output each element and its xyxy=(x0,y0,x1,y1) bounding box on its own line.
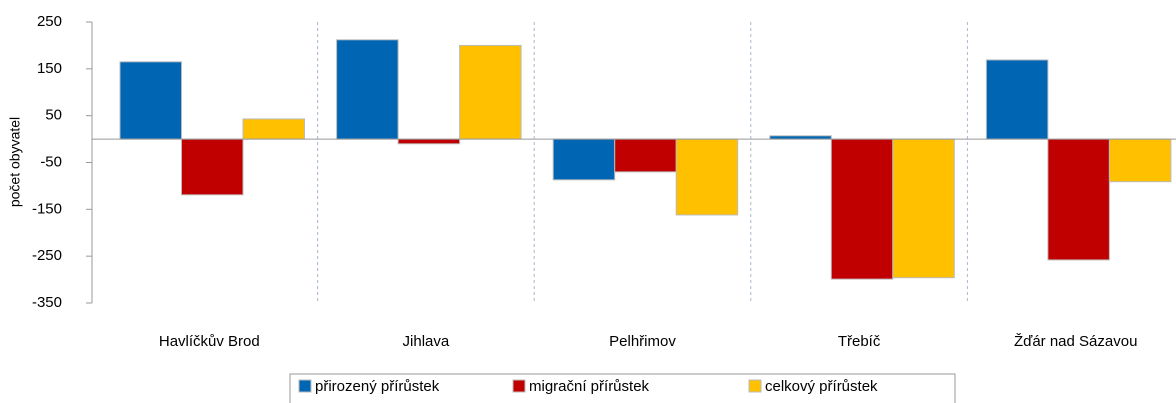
bar xyxy=(181,138,244,196)
y-tick-label: -150 xyxy=(32,200,62,217)
y-tick-label: 150 xyxy=(37,60,62,77)
bar xyxy=(397,138,461,145)
legend-label: přirozený přírůstek xyxy=(315,378,440,395)
y-tick-label: 50 xyxy=(45,107,62,124)
bar xyxy=(336,39,399,140)
legend-box xyxy=(289,373,956,403)
bar xyxy=(675,138,739,216)
y-axis-label: počet obyvatel xyxy=(7,117,23,207)
y-tick-label: 250 xyxy=(37,13,62,30)
bar xyxy=(985,59,1049,140)
legend-label: migrační přírůstek xyxy=(529,378,650,395)
bar xyxy=(830,138,894,280)
bar xyxy=(552,138,616,181)
bar xyxy=(242,118,305,140)
bar xyxy=(1047,138,1110,261)
y-tick-label: -50 xyxy=(40,153,62,170)
x-tick-label: Žďár nad Sázavou xyxy=(1014,333,1137,350)
x-tick-label: Třebíč xyxy=(838,333,881,350)
bar xyxy=(119,61,182,140)
x-tick-label: Jihlava xyxy=(403,333,450,350)
legend-swatch xyxy=(748,379,762,393)
legend-swatch xyxy=(298,379,312,393)
y-tick-label: -250 xyxy=(32,247,62,264)
bar xyxy=(459,44,522,140)
legend-label: celkový přírůstek xyxy=(765,378,878,395)
bar xyxy=(614,138,677,173)
bar xyxy=(892,138,955,279)
legend-swatch xyxy=(512,379,526,393)
bar xyxy=(1108,138,1172,183)
x-tick-label: Pelhřimov xyxy=(609,333,676,350)
y-tick-label: -350 xyxy=(32,294,62,311)
x-tick-label: Havlíčkův Brod xyxy=(159,333,260,350)
